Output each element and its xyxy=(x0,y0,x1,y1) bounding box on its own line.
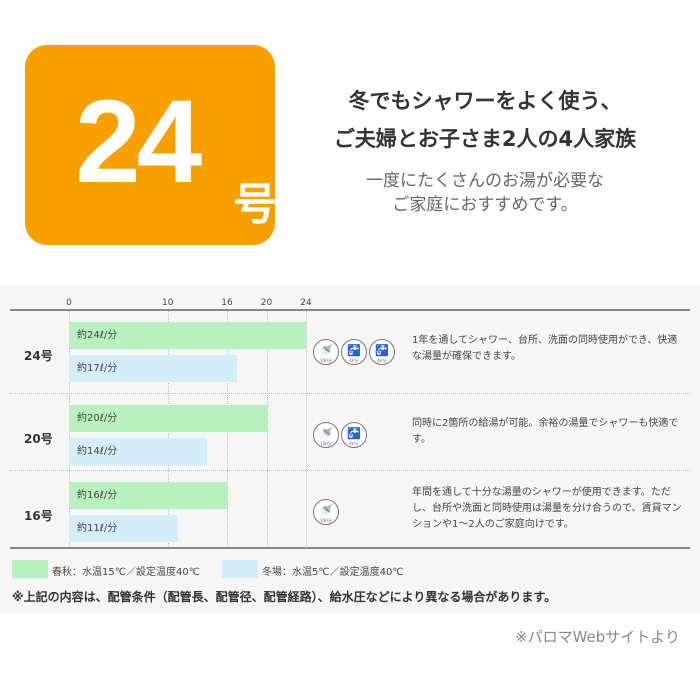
faucet-icon: 🚰 4ℓ/分 xyxy=(369,339,395,365)
legend-swatch-winter xyxy=(222,560,258,578)
icon-flow-label: 4ℓ/分 xyxy=(349,441,359,446)
headline-2: ご夫婦とお子さま2人の4人家族 xyxy=(333,127,637,151)
shower-icon: 🚿 10ℓ/分 xyxy=(313,499,339,525)
faucet-icon: 🚰 4ℓ/分 xyxy=(341,422,367,448)
legend-winter: 冬場：水温5℃／設定温度40℃ xyxy=(262,567,404,578)
icon-flow-label: 10ℓ/分 xyxy=(319,441,333,446)
gridline xyxy=(306,311,307,548)
x-tick-label: 10 xyxy=(162,298,174,308)
row-description: 年間を通して十分な湯量のシャワーが使用できます。ただし、台所や洗面と同時使用は湯… xyxy=(412,487,682,530)
row-label: 16号 xyxy=(24,509,53,523)
row-description: 1年を通してシャワー、台所、洗面の同時使用ができ、快適な湯量が確保できます。 xyxy=(412,335,678,362)
icon-flow-label: 4ℓ/分 xyxy=(377,358,387,363)
x-tick-label: 20 xyxy=(260,298,273,308)
axis-bottom-line xyxy=(10,547,690,549)
usage-icons: 🚿 10ℓ/分 xyxy=(313,499,339,525)
legend-autumn: 春秋：水温15℃／設定温度40℃ xyxy=(52,567,200,578)
headline-1: 冬でもシャワーをよく使う、 xyxy=(348,89,622,113)
bar-autumn: 約16ℓ/分 xyxy=(69,482,227,509)
legend-swatch-autumn xyxy=(12,560,48,578)
source-credit: ※パロマWebサイトより xyxy=(515,628,680,646)
x-tick-label: 0 xyxy=(66,298,72,308)
icon-flow-label: 10ℓ/分 xyxy=(319,518,333,523)
bar-winter: 約14ℓ/分 xyxy=(69,438,208,465)
bar-winter: 約11ℓ/分 xyxy=(69,515,178,542)
row-description: 同時に2箇所の給湯が可能。余裕の湯量でシャワーも快適です。 xyxy=(412,418,679,445)
bar-winter: 約17ℓ/分 xyxy=(69,355,237,382)
bar-autumn: 約24ℓ/分 xyxy=(69,322,306,349)
gridline xyxy=(266,311,268,548)
subline-1: 一度にたくさんのお湯が必要な xyxy=(366,171,604,191)
usage-icons: 🚿 10ℓ/分 🚰 4ℓ/分 xyxy=(313,422,367,448)
badge-number: 24 xyxy=(75,76,202,208)
icon-flow-label: 4ℓ/分 xyxy=(349,358,359,363)
bar-autumn: 約20ℓ/分 xyxy=(69,405,267,432)
icon-flow-label: 10ℓ/分 xyxy=(319,358,333,363)
shower-icon: 🚿 10ℓ/分 xyxy=(313,422,339,448)
row-label: 20号 xyxy=(24,432,53,446)
row-divider xyxy=(10,393,690,394)
faucet-icon: 🚰 4ℓ/分 xyxy=(341,339,367,365)
subline-2: ご家庭におすすめです。 xyxy=(392,195,578,215)
usage-icons: 🚿 10ℓ/分 🚰 4ℓ/分 🚰 4ℓ/分 xyxy=(313,339,395,365)
capacity-badge: 24 号 xyxy=(25,45,277,245)
row-label: 24号 xyxy=(24,349,53,363)
row-divider xyxy=(10,470,690,471)
axis-top-line xyxy=(10,309,690,311)
x-tick-label: 16 xyxy=(221,298,233,308)
shower-icon: 🚿 10ℓ/分 xyxy=(313,339,339,365)
x-tick-label: 24 xyxy=(300,298,312,308)
disclaimer-note: ※上記の内容は、配管条件（配管長、配管径、配管経路）、給水圧などにより異なる場合… xyxy=(12,590,557,604)
badge-unit: 号 xyxy=(233,179,277,230)
